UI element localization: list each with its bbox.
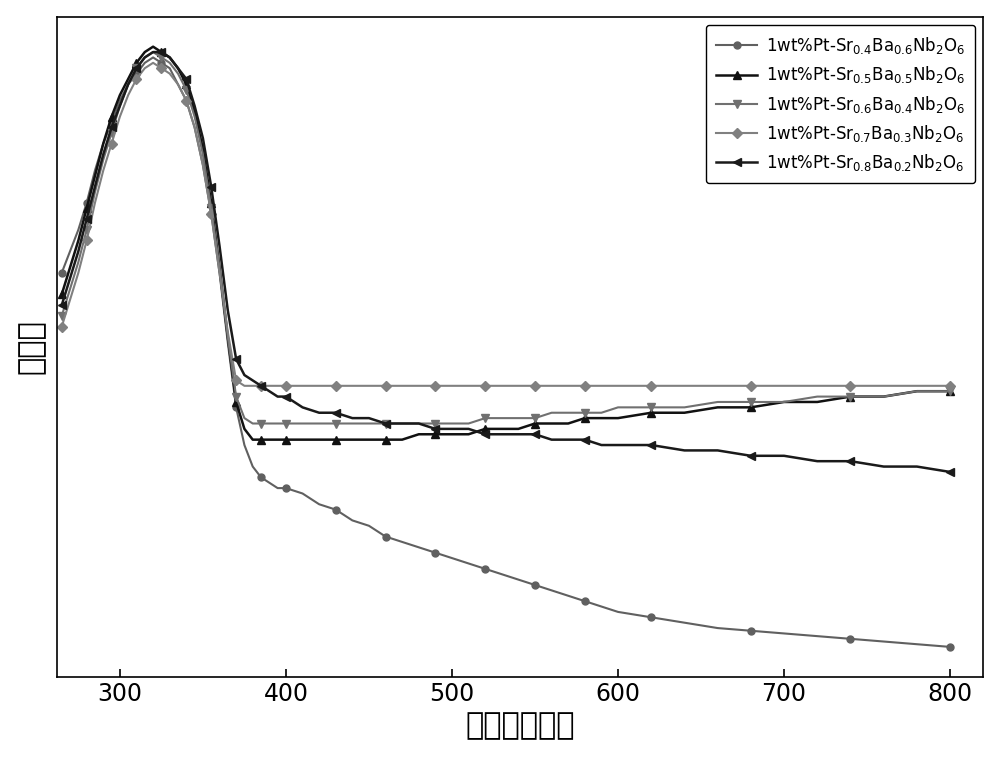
1wt%Pt-Sr$_{0.5}$Ba$_{0.5}$Nb$_2$O$_6$ (712, 403, 724, 412)
1wt%Pt-Sr$_{0.4}$Ba$_{0.6}$Nb$_2$O$_6$ (678, 618, 690, 628)
1wt%Pt-Sr$_{0.7}$Ba$_{0.3}$Nb$_2$O$_6$ (562, 382, 574, 391)
1wt%Pt-Sr$_{0.5}$Ba$_{0.5}$Nb$_2$O$_6$ (944, 387, 956, 396)
1wt%Pt-Sr$_{0.7}$Ba$_{0.3}$Nb$_2$O$_6$ (712, 382, 724, 391)
1wt%Pt-Sr$_{0.6}$Ba$_{0.4}$Nb$_2$O$_6$ (496, 413, 508, 422)
1wt%Pt-Sr$_{0.7}$Ba$_{0.3}$Nb$_2$O$_6$ (180, 96, 192, 105)
Line: 1wt%Pt-Sr$_{0.6}$Ba$_{0.4}$Nb$_2$O$_6$: 1wt%Pt-Sr$_{0.6}$Ba$_{0.4}$Nb$_2$O$_6$ (58, 48, 954, 428)
1wt%Pt-Sr$_{0.6}$Ba$_{0.4}$Nb$_2$O$_6$ (147, 48, 159, 57)
1wt%Pt-Sr$_{0.5}$Ba$_{0.5}$Nb$_2$O$_6$ (147, 42, 159, 51)
1wt%Pt-Sr$_{0.8}$Ba$_{0.2}$Nb$_2$O$_6$ (678, 446, 690, 455)
1wt%Pt-Sr$_{0.8}$Ba$_{0.2}$Nb$_2$O$_6$ (878, 462, 890, 471)
1wt%Pt-Sr$_{0.4}$Ba$_{0.6}$Nb$_2$O$_6$ (180, 96, 192, 105)
1wt%Pt-Sr$_{0.7}$Ba$_{0.3}$Nb$_2$O$_6$ (944, 382, 956, 391)
1wt%Pt-Sr$_{0.6}$Ba$_{0.4}$Nb$_2$O$_6$ (562, 408, 574, 417)
1wt%Pt-Sr$_{0.4}$Ba$_{0.6}$Nb$_2$O$_6$ (56, 268, 68, 277)
X-axis label: 波长（纳米）: 波长（纳米） (465, 712, 575, 740)
1wt%Pt-Sr$_{0.7}$Ba$_{0.3}$Nb$_2$O$_6$ (496, 382, 508, 391)
1wt%Pt-Sr$_{0.8}$Ba$_{0.2}$Nb$_2$O$_6$ (180, 74, 192, 83)
1wt%Pt-Sr$_{0.8}$Ba$_{0.2}$Nb$_2$O$_6$ (479, 430, 491, 439)
1wt%Pt-Sr$_{0.4}$Ba$_{0.6}$Nb$_2$O$_6$ (479, 564, 491, 573)
1wt%Pt-Sr$_{0.6}$Ba$_{0.4}$Nb$_2$O$_6$ (944, 387, 956, 396)
1wt%Pt-Sr$_{0.4}$Ba$_{0.6}$Nb$_2$O$_6$ (172, 79, 184, 89)
Line: 1wt%Pt-Sr$_{0.7}$Ba$_{0.3}$Nb$_2$O$_6$: 1wt%Pt-Sr$_{0.7}$Ba$_{0.3}$Nb$_2$O$_6$ (58, 59, 954, 389)
1wt%Pt-Sr$_{0.6}$Ba$_{0.4}$Nb$_2$O$_6$ (172, 69, 184, 78)
1wt%Pt-Sr$_{0.6}$Ba$_{0.4}$Nb$_2$O$_6$ (247, 419, 259, 428)
1wt%Pt-Sr$_{0.5}$Ba$_{0.5}$Nb$_2$O$_6$ (247, 435, 259, 444)
1wt%Pt-Sr$_{0.7}$Ba$_{0.3}$Nb$_2$O$_6$ (147, 58, 159, 67)
1wt%Pt-Sr$_{0.8}$Ba$_{0.2}$Nb$_2$O$_6$ (56, 301, 68, 310)
1wt%Pt-Sr$_{0.4}$Ba$_{0.6}$Nb$_2$O$_6$ (546, 586, 558, 595)
1wt%Pt-Sr$_{0.5}$Ba$_{0.5}$Nb$_2$O$_6$ (172, 64, 184, 73)
1wt%Pt-Sr$_{0.8}$Ba$_{0.2}$Nb$_2$O$_6$ (172, 64, 184, 73)
1wt%Pt-Sr$_{0.6}$Ba$_{0.4}$Nb$_2$O$_6$ (878, 392, 890, 401)
1wt%Pt-Sr$_{0.6}$Ba$_{0.4}$Nb$_2$O$_6$ (712, 397, 724, 407)
1wt%Pt-Sr$_{0.8}$Ba$_{0.2}$Nb$_2$O$_6$ (546, 435, 558, 444)
1wt%Pt-Sr$_{0.8}$Ba$_{0.2}$Nb$_2$O$_6$ (147, 48, 159, 57)
1wt%Pt-Sr$_{0.5}$Ba$_{0.5}$Nb$_2$O$_6$ (56, 290, 68, 299)
1wt%Pt-Sr$_{0.4}$Ba$_{0.6}$Nb$_2$O$_6$ (147, 53, 159, 62)
Y-axis label: 吸光度: 吸光度 (17, 319, 46, 374)
1wt%Pt-Sr$_{0.6}$Ba$_{0.4}$Nb$_2$O$_6$ (56, 311, 68, 320)
1wt%Pt-Sr$_{0.7}$Ba$_{0.3}$Nb$_2$O$_6$ (238, 382, 250, 391)
1wt%Pt-Sr$_{0.5}$Ba$_{0.5}$Nb$_2$O$_6$ (496, 425, 508, 434)
1wt%Pt-Sr$_{0.7}$Ba$_{0.3}$Nb$_2$O$_6$ (172, 79, 184, 89)
1wt%Pt-Sr$_{0.5}$Ba$_{0.5}$Nb$_2$O$_6$ (878, 392, 890, 401)
1wt%Pt-Sr$_{0.5}$Ba$_{0.5}$Nb$_2$O$_6$ (562, 419, 574, 428)
1wt%Pt-Sr$_{0.7}$Ba$_{0.3}$Nb$_2$O$_6$ (56, 322, 68, 331)
1wt%Pt-Sr$_{0.6}$Ba$_{0.4}$Nb$_2$O$_6$ (180, 86, 192, 95)
1wt%Pt-Sr$_{0.8}$Ba$_{0.2}$Nb$_2$O$_6$ (944, 467, 956, 476)
Line: 1wt%Pt-Sr$_{0.4}$Ba$_{0.6}$Nb$_2$O$_6$: 1wt%Pt-Sr$_{0.4}$Ba$_{0.6}$Nb$_2$O$_6$ (58, 54, 954, 650)
1wt%Pt-Sr$_{0.4}$Ba$_{0.6}$Nb$_2$O$_6$ (944, 643, 956, 652)
Line: 1wt%Pt-Sr$_{0.5}$Ba$_{0.5}$Nb$_2$O$_6$: 1wt%Pt-Sr$_{0.5}$Ba$_{0.5}$Nb$_2$O$_6$ (58, 42, 954, 444)
Line: 1wt%Pt-Sr$_{0.8}$Ba$_{0.2}$Nb$_2$O$_6$: 1wt%Pt-Sr$_{0.8}$Ba$_{0.2}$Nb$_2$O$_6$ (58, 48, 954, 476)
1wt%Pt-Sr$_{0.5}$Ba$_{0.5}$Nb$_2$O$_6$ (180, 79, 192, 89)
1wt%Pt-Sr$_{0.7}$Ba$_{0.3}$Nb$_2$O$_6$ (878, 382, 890, 391)
1wt%Pt-Sr$_{0.4}$Ba$_{0.6}$Nb$_2$O$_6$ (878, 637, 890, 646)
Legend: 1wt%Pt-Sr$_{0.4}$Ba$_{0.6}$Nb$_2$O$_6$, 1wt%Pt-Sr$_{0.5}$Ba$_{0.5}$Nb$_2$O$_6$, : 1wt%Pt-Sr$_{0.4}$Ba$_{0.6}$Nb$_2$O$_6$, … (706, 25, 975, 183)
